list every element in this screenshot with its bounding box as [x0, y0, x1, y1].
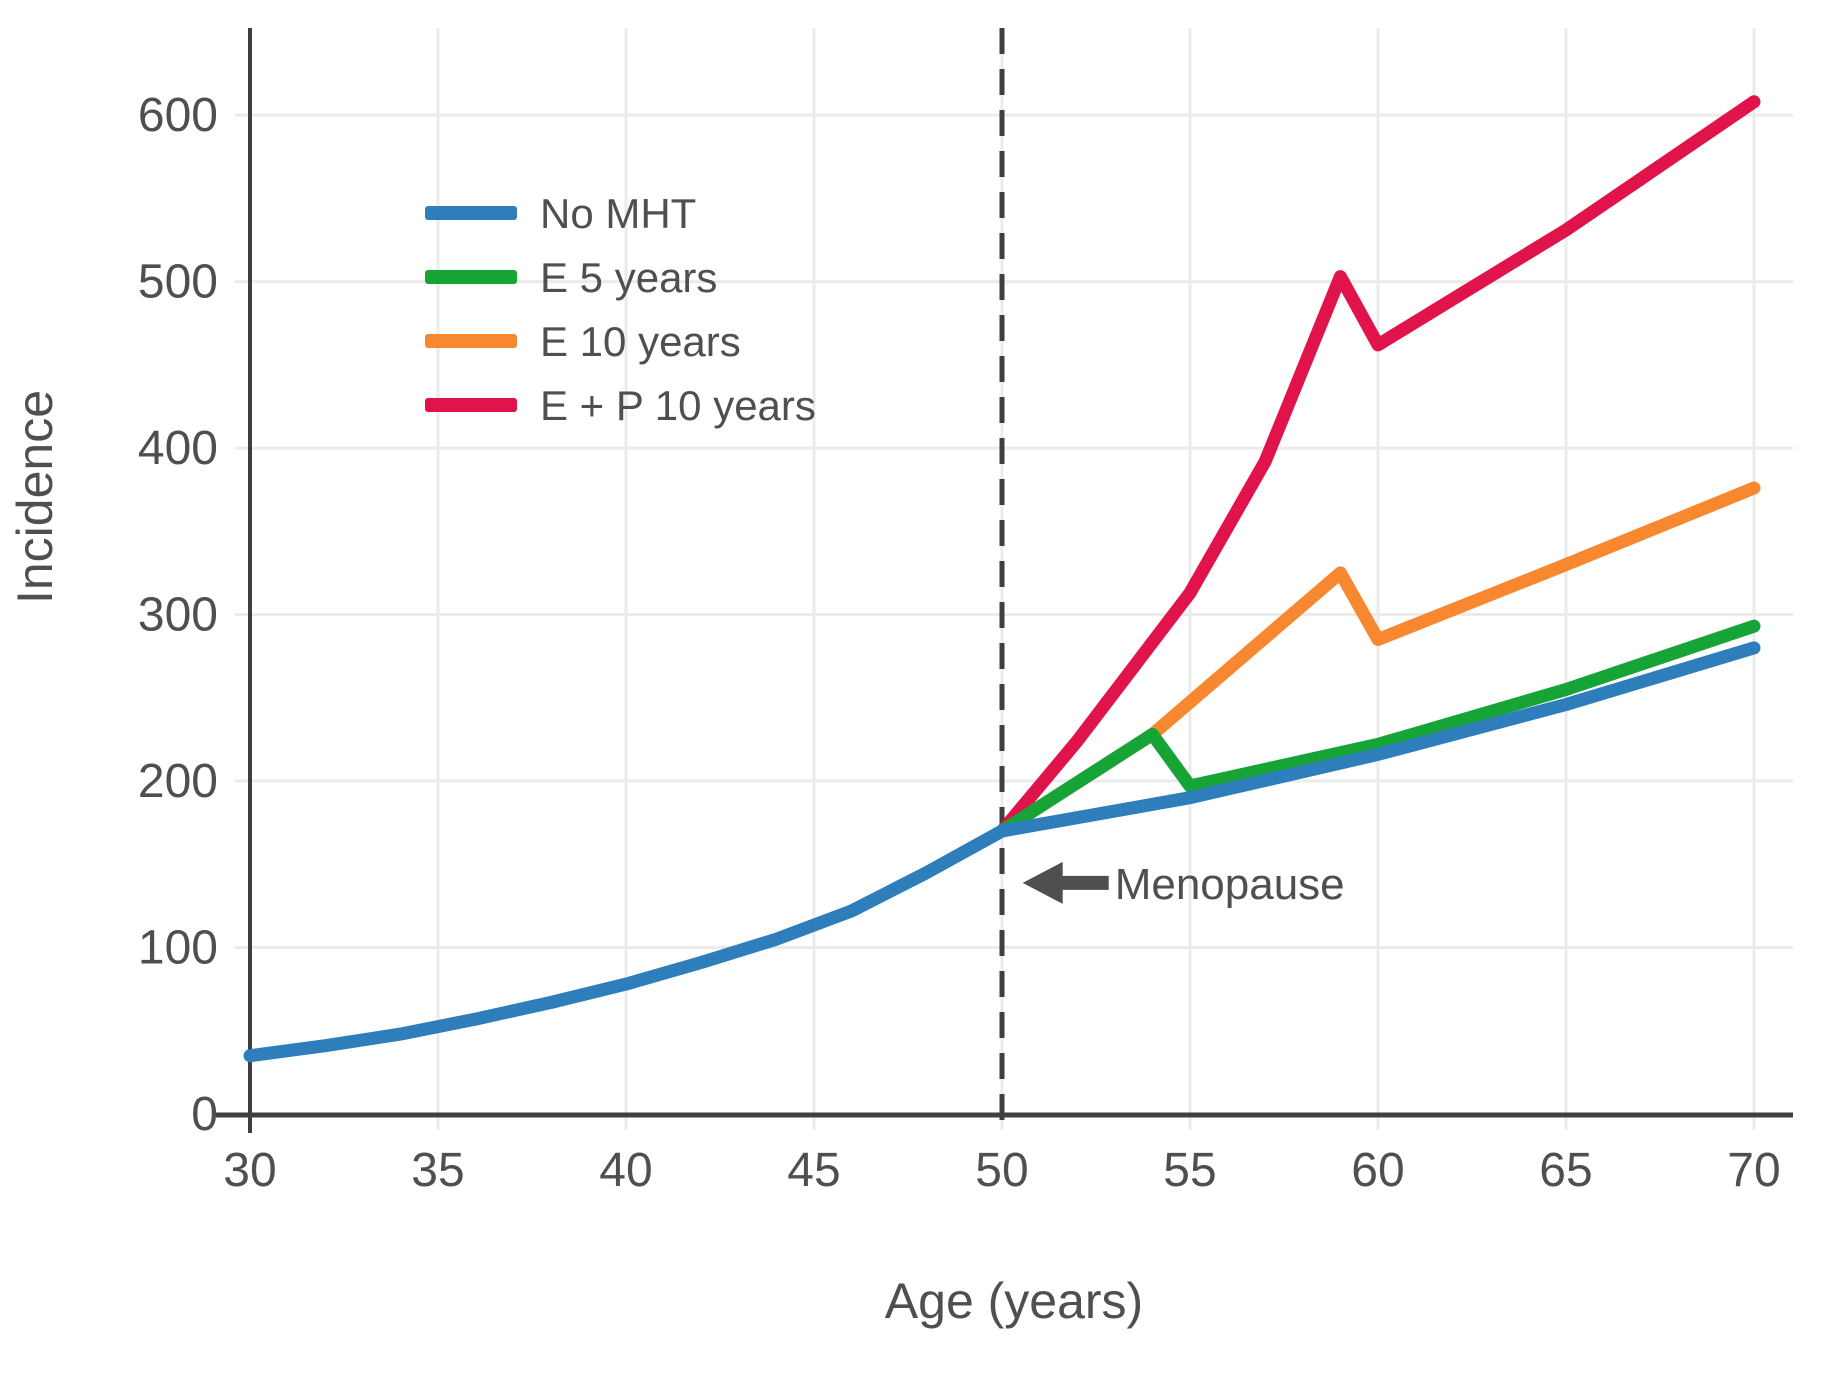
legend-item-e-plus-p-10-years: E + P 10 years	[425, 382, 816, 429]
x-tick-label-40: 40	[599, 1144, 652, 1197]
y-tick-labels: 0 100 200 300 400 500 600	[138, 89, 218, 1141]
y-axis-title: Incidence	[7, 390, 63, 604]
legend-swatch-e-5-years	[425, 270, 517, 284]
x-tick-label-35: 35	[411, 1144, 464, 1197]
y-tick-label-100: 100	[138, 922, 218, 975]
x-tick-label-55: 55	[1163, 1144, 1216, 1197]
legend-swatch-e-plus-p-10-years	[425, 398, 517, 412]
series-no-mht-line	[243, 641, 1761, 1063]
series-e-5-years-line	[995, 619, 1761, 838]
y-tick-label-500: 500	[138, 256, 218, 309]
x-tick-label-30: 30	[223, 1144, 276, 1197]
legend-item-e-5-years: E 5 years	[425, 254, 717, 301]
legend-label-e-5-years: E 5 years	[540, 254, 717, 301]
legend-item-e-10-years: E 10 years	[425, 318, 741, 365]
y-tick-label-200: 200	[138, 755, 218, 808]
legend-label-e-10-years: E 10 years	[540, 318, 741, 365]
legend-item-no-mht: No MHT	[425, 190, 696, 237]
x-axis-title: Age (years)	[885, 1273, 1143, 1329]
x-tick-label-45: 45	[787, 1144, 840, 1197]
menopause-label: Menopause	[1115, 860, 1345, 909]
legend-label-no-mht: No MHT	[540, 190, 696, 237]
x-tick-label-60: 60	[1351, 1144, 1404, 1197]
x-tick-label-50: 50	[975, 1144, 1028, 1197]
y-tick-label-600: 600	[138, 89, 218, 142]
left-arrow-icon	[1022, 861, 1109, 904]
legend: No MHT E 5 years E 10 years E + P 10 yea…	[425, 190, 816, 429]
x-tick-labels: 30 35 40 45 50 55 60 65 70	[223, 1144, 1780, 1197]
menopause-annotation: Menopause	[1022, 860, 1345, 909]
series-e-plus-p-10-years-line	[995, 95, 1761, 838]
legend-swatch-no-mht	[425, 206, 517, 220]
y-tick-label-300: 300	[138, 589, 218, 642]
legend-swatch-e-10-years	[425, 334, 517, 348]
y-tick-label-0: 0	[191, 1088, 218, 1141]
legend-label-e-plus-p-10-years: E + P 10 years	[540, 382, 816, 429]
series-lines	[243, 95, 1761, 1063]
x-tick-label-70: 70	[1727, 1144, 1780, 1197]
x-tick-label-65: 65	[1539, 1144, 1592, 1197]
y-tick-label-400: 400	[138, 422, 218, 475]
